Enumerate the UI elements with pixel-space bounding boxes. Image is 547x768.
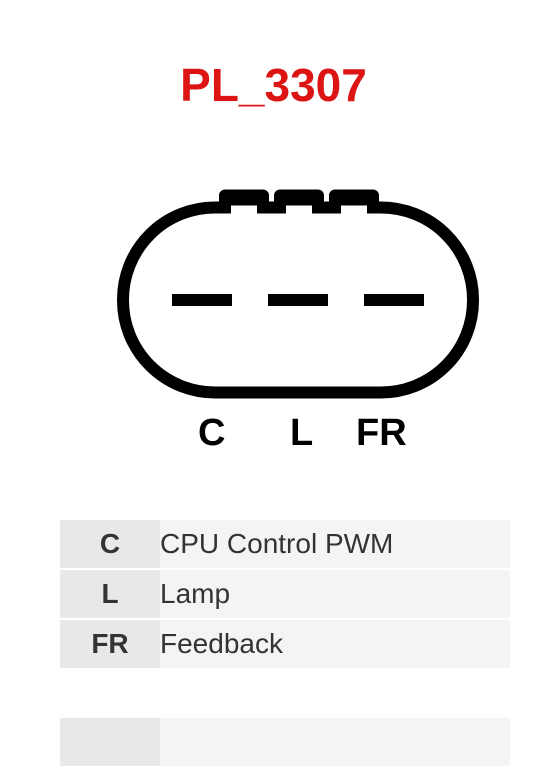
legend-val: CPU Control PWM <box>160 520 510 569</box>
pin-label-c: C <box>198 412 225 455</box>
pin-legend-table: CCPU Control PWMLLampFRFeedback <box>60 520 510 670</box>
legend-key: C <box>60 520 160 569</box>
connector-diagram <box>0 0 547 500</box>
legend-val: Lamp <box>160 569 510 619</box>
legend-key: L <box>60 569 160 619</box>
legend-row-c: CCPU Control PWM <box>60 520 510 569</box>
legend-row-fr: FRFeedback <box>60 619 510 669</box>
legend-val: Feedback <box>160 619 510 669</box>
legend-row-l: LLamp <box>60 569 510 619</box>
blank-key <box>60 718 160 767</box>
pin-label-l: L <box>290 412 313 455</box>
blank-val <box>160 718 510 767</box>
legend-key: FR <box>60 619 160 669</box>
pin-label-fr: FR <box>356 412 407 455</box>
